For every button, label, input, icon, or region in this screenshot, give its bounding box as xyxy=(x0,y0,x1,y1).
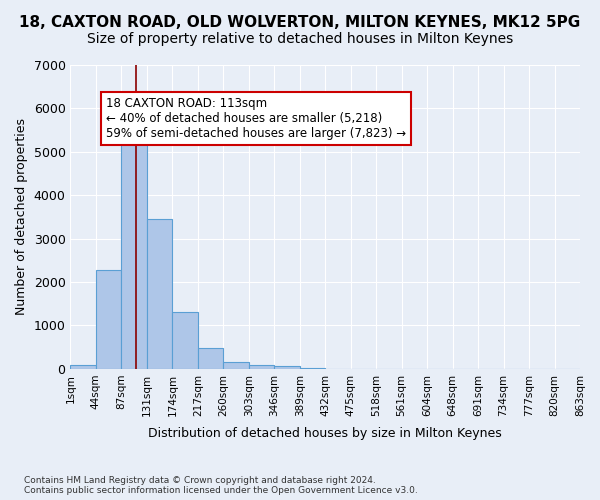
Bar xyxy=(198,348,223,369)
Bar xyxy=(300,368,325,369)
Text: 18 CAXTON ROAD: 113sqm
← 40% of detached houses are smaller (5,218)
59% of semi-: 18 CAXTON ROAD: 113sqm ← 40% of detached… xyxy=(106,97,406,140)
Bar xyxy=(172,312,198,369)
Bar xyxy=(249,365,274,369)
Bar xyxy=(121,131,147,369)
Bar xyxy=(147,219,172,369)
Text: Contains HM Land Registry data © Crown copyright and database right 2024.
Contai: Contains HM Land Registry data © Crown c… xyxy=(24,476,418,495)
Bar xyxy=(96,270,121,369)
X-axis label: Distribution of detached houses by size in Milton Keynes: Distribution of detached houses by size … xyxy=(148,427,502,440)
Bar xyxy=(70,366,96,369)
Text: Size of property relative to detached houses in Milton Keynes: Size of property relative to detached ho… xyxy=(87,32,513,46)
Y-axis label: Number of detached properties: Number of detached properties xyxy=(15,118,28,316)
Bar xyxy=(274,366,300,369)
Text: 18, CAXTON ROAD, OLD WOLVERTON, MILTON KEYNES, MK12 5PG: 18, CAXTON ROAD, OLD WOLVERTON, MILTON K… xyxy=(19,15,581,30)
Bar xyxy=(223,362,249,369)
